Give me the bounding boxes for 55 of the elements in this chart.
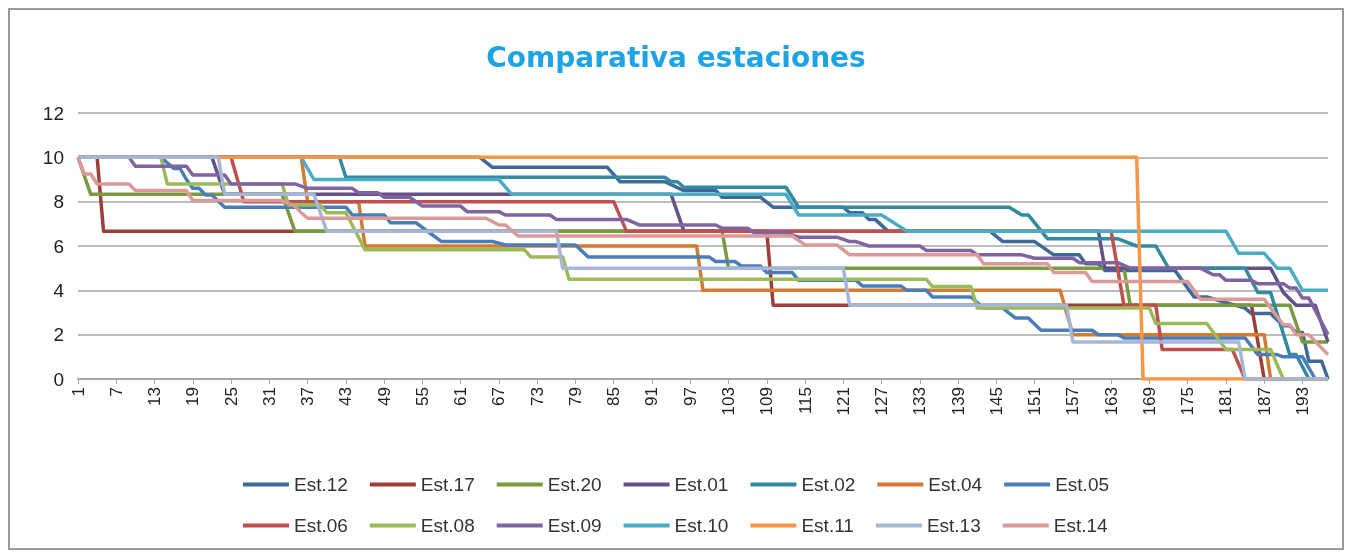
x-tick-label: 181 xyxy=(1216,387,1236,416)
y-tick-label: 8 xyxy=(53,191,64,213)
x-tick-label: 61 xyxy=(451,387,471,406)
y-tick-label: 10 xyxy=(42,146,64,168)
x-tick-label: 1 xyxy=(68,387,88,397)
x-tick-label: 31 xyxy=(259,387,279,406)
legend-label: Est.14 xyxy=(1053,515,1109,536)
x-tick-label: 109 xyxy=(757,387,777,416)
y-tick-label: 0 xyxy=(53,368,64,390)
legend-label: Est.09 xyxy=(547,515,602,536)
x-tick-label: 139 xyxy=(948,387,968,416)
y-tick-label: 2 xyxy=(53,324,64,346)
legend-label: Est.20 xyxy=(547,474,602,495)
x-tick-label: 25 xyxy=(221,387,241,406)
x-tick-label: 133 xyxy=(910,387,930,416)
legend-label: Est.12 xyxy=(293,474,348,495)
x-tick-label: 145 xyxy=(986,387,1006,416)
x-tick-label: 151 xyxy=(1025,387,1045,416)
x-tick-label: 175 xyxy=(1178,387,1198,416)
x-tick-label: 121 xyxy=(833,387,853,416)
x-tick-label: 49 xyxy=(374,387,394,406)
y-tick-label: 12 xyxy=(42,102,64,124)
x-tick-label: 37 xyxy=(298,387,318,406)
x-tick-label: 19 xyxy=(183,387,203,406)
x-tick-label: 79 xyxy=(565,387,585,406)
x-tick-label: 115 xyxy=(795,387,815,415)
legend-label: Est.13 xyxy=(926,515,981,536)
x-tick-label: 193 xyxy=(1292,387,1312,416)
legend-label: Est.02 xyxy=(801,474,856,495)
legend-label: Est.10 xyxy=(674,515,729,536)
x-tick-label: 73 xyxy=(527,387,547,406)
legend-label: Est.17 xyxy=(420,474,475,495)
x-tick-label: 91 xyxy=(642,387,662,406)
x-tick-label: 97 xyxy=(680,387,700,406)
legend-label: Est.08 xyxy=(420,515,475,536)
x-tick-label: 169 xyxy=(1139,387,1159,416)
legend-label: Est.11 xyxy=(801,515,854,536)
legend-label: Est.05 xyxy=(1055,474,1110,495)
x-tick-label: 67 xyxy=(489,387,509,406)
legend-label: Est.04 xyxy=(928,474,983,495)
x-tick-label: 127 xyxy=(872,387,892,416)
x-tick-label: 55 xyxy=(412,387,432,406)
x-tick-label: 157 xyxy=(1063,387,1083,416)
x-tick-label: 103 xyxy=(719,387,739,416)
x-tick-label: 85 xyxy=(604,387,624,406)
legend-label: Est.06 xyxy=(293,515,348,536)
legend-label: Est.01 xyxy=(674,474,729,495)
y-tick-label: 6 xyxy=(53,235,64,257)
x-tick-label: 13 xyxy=(145,387,165,406)
x-tick-label: 163 xyxy=(1101,387,1121,416)
chart-title: Comparativa estaciones xyxy=(486,40,866,74)
x-tick-label: 7 xyxy=(106,387,126,397)
x-tick-label: 187 xyxy=(1254,387,1274,416)
y-tick-label: 4 xyxy=(53,279,65,301)
x-tick-label: 43 xyxy=(336,387,356,406)
